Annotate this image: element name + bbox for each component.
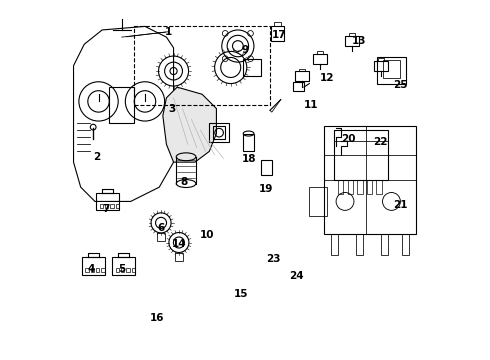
Bar xyxy=(356,234,363,255)
Text: 18: 18 xyxy=(241,154,256,163)
Bar xyxy=(374,61,388,71)
Text: 6: 6 xyxy=(157,223,165,233)
Text: 15: 15 xyxy=(234,289,249,299)
Bar xyxy=(334,130,388,180)
Bar xyxy=(377,57,406,84)
Bar xyxy=(85,268,89,272)
Bar xyxy=(273,22,281,26)
Text: 17: 17 xyxy=(271,30,286,40)
Bar xyxy=(157,233,165,241)
Bar xyxy=(110,203,114,208)
Bar xyxy=(243,59,261,76)
Text: 10: 10 xyxy=(200,230,215,240)
Text: 21: 21 xyxy=(393,200,408,210)
Text: 22: 22 xyxy=(373,138,388,148)
Bar xyxy=(101,268,104,272)
Bar xyxy=(116,203,119,208)
Bar xyxy=(383,60,400,78)
Bar xyxy=(261,160,272,175)
Text: 16: 16 xyxy=(150,312,165,323)
Bar xyxy=(96,268,99,272)
Bar xyxy=(376,180,382,194)
Text: 13: 13 xyxy=(352,36,367,46)
Bar xyxy=(317,51,323,54)
Bar xyxy=(381,234,388,255)
Bar xyxy=(213,126,225,139)
Bar xyxy=(82,257,104,275)
Text: 19: 19 xyxy=(259,184,273,194)
Bar xyxy=(270,26,284,41)
Bar xyxy=(331,234,338,255)
Text: 3: 3 xyxy=(168,104,175,113)
Bar xyxy=(209,123,229,143)
Bar xyxy=(338,180,343,194)
Bar xyxy=(175,252,183,261)
Text: 8: 8 xyxy=(181,177,188,187)
Bar xyxy=(105,203,108,208)
Bar xyxy=(299,68,305,71)
Bar xyxy=(126,268,130,272)
Text: 23: 23 xyxy=(267,253,281,264)
Bar xyxy=(243,134,254,152)
Bar xyxy=(293,82,304,91)
Text: 5: 5 xyxy=(118,264,125,274)
Bar xyxy=(112,257,135,275)
Bar xyxy=(132,268,135,272)
Bar xyxy=(295,71,309,81)
Text: 2: 2 xyxy=(93,152,100,162)
Bar xyxy=(323,126,416,234)
Bar xyxy=(347,180,353,194)
Bar xyxy=(134,26,270,105)
Bar xyxy=(121,268,124,272)
Text: 9: 9 xyxy=(242,45,248,55)
Text: 4: 4 xyxy=(88,264,95,274)
Bar xyxy=(367,180,372,194)
Text: 11: 11 xyxy=(304,100,318,110)
Bar xyxy=(109,87,134,123)
Text: 1: 1 xyxy=(165,27,172,37)
Bar xyxy=(313,54,327,64)
Bar xyxy=(378,58,384,61)
Bar xyxy=(99,203,103,208)
Bar xyxy=(116,268,119,272)
Bar xyxy=(96,193,119,210)
Bar xyxy=(91,268,94,272)
Bar xyxy=(309,187,327,216)
Text: 14: 14 xyxy=(172,239,186,249)
Text: 7: 7 xyxy=(102,203,109,213)
Text: 12: 12 xyxy=(320,73,334,83)
Text: 25: 25 xyxy=(393,80,408,90)
Text: 20: 20 xyxy=(342,134,356,144)
Polygon shape xyxy=(163,87,217,162)
Bar xyxy=(349,33,355,36)
Text: 24: 24 xyxy=(290,271,304,282)
Bar xyxy=(345,36,359,46)
Bar xyxy=(357,180,363,194)
Bar xyxy=(402,234,409,255)
